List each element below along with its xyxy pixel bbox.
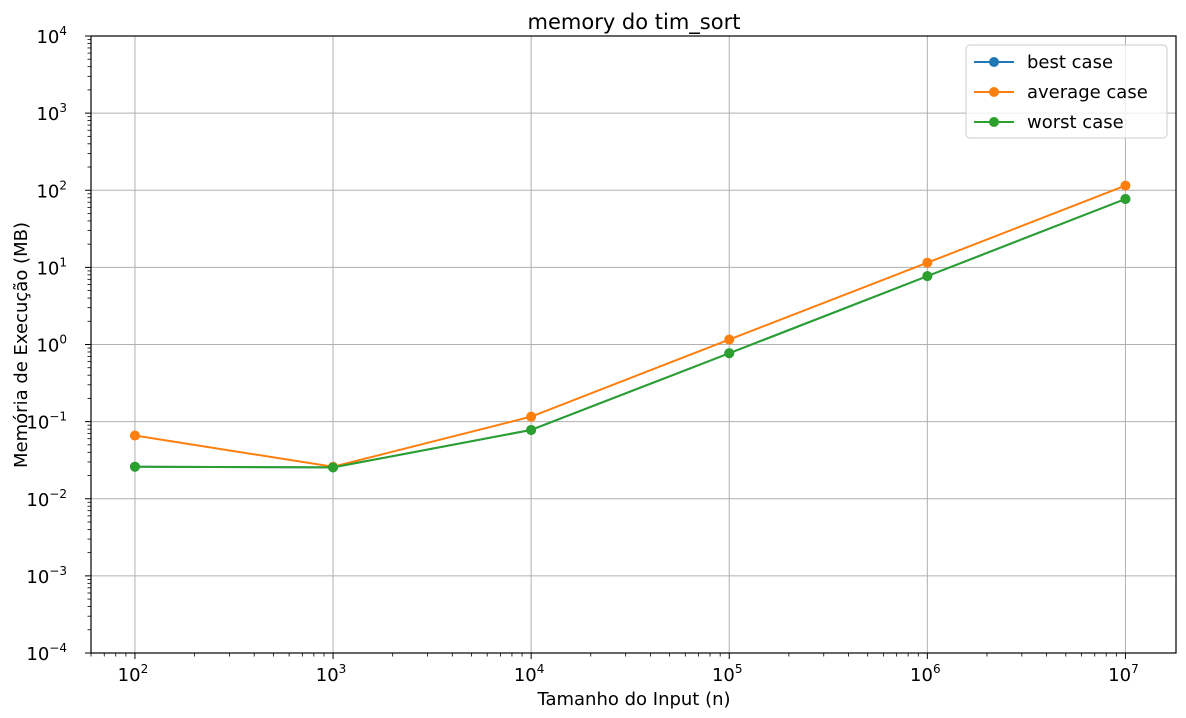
series-point-1 [526, 411, 537, 422]
grid [91, 36, 1176, 653]
y-axis-label: Memória de Execução (MB) [11, 222, 32, 468]
y-tick-label: 100 [36, 333, 67, 357]
x-axis-label: Tamanho do Input (n) [536, 689, 730, 710]
minor-ticks [87, 39, 1117, 657]
series-line-2 [134, 198, 1126, 469]
legend-label: worst case [1027, 112, 1124, 133]
y-tick-label: 102 [36, 178, 67, 202]
major-ticks [85, 35, 1126, 659]
y-tick-label: 10−1 [26, 410, 67, 434]
series-point-1 [724, 334, 735, 345]
legend-marker [989, 117, 999, 127]
series-point-2 [922, 271, 933, 282]
x-tick-labels: 102 103 104 105 106 107 [118, 662, 1139, 686]
series-point-2 [526, 424, 537, 435]
legend: best case average case worst case [965, 44, 1168, 139]
y-tick-label: 10−3 [26, 564, 67, 588]
x-tick-label: 102 [118, 662, 149, 686]
x-tick-label: 106 [910, 662, 941, 686]
chart-title: memory do tim_sort [528, 10, 741, 35]
y-tick-labels: 10−4 10−3 10−2 10−1 100 101 102 103 104 [26, 24, 67, 665]
x-tick-label: 103 [316, 662, 347, 686]
y-tick-label: 10−2 [26, 487, 67, 511]
x-tick-label: 104 [514, 662, 545, 686]
series-line-1 [134, 184, 1126, 468]
legend-label: average case [1027, 82, 1148, 103]
y-tick-label: 10−4 [26, 641, 67, 665]
x-tick-label: 105 [712, 662, 743, 686]
y-tick-label: 101 [36, 255, 67, 279]
series-point-1 [1120, 180, 1131, 191]
legend-box [965, 44, 1168, 139]
legend-marker [989, 87, 999, 97]
series-point-2 [129, 461, 140, 472]
legend-marker [989, 57, 999, 67]
x-tick-label: 107 [1108, 662, 1139, 686]
y-tick-label: 103 [36, 101, 67, 125]
legend-label: best case [1027, 52, 1113, 73]
series-point-2 [1120, 194, 1131, 205]
y-tick-label: 104 [36, 24, 67, 48]
series-point-1 [129, 430, 140, 441]
plot-frame [90, 35, 1177, 654]
series-point-2 [724, 348, 735, 359]
series-group [129, 180, 1131, 473]
series-point-1 [922, 257, 933, 268]
series-point-2 [328, 462, 339, 473]
